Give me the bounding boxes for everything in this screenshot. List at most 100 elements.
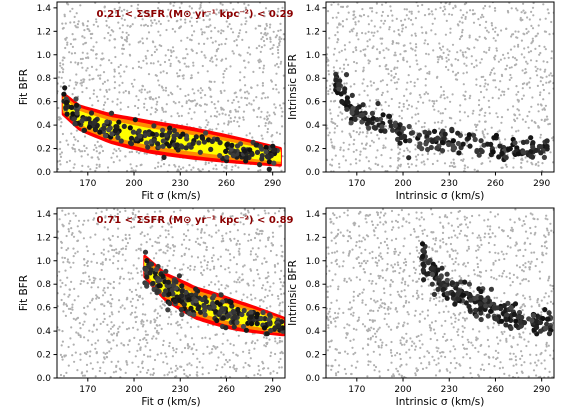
background-point bbox=[417, 294, 420, 297]
background-point bbox=[153, 321, 156, 324]
background-point bbox=[197, 89, 200, 92]
background-point bbox=[428, 246, 431, 249]
background-point bbox=[103, 95, 106, 98]
highlight-point bbox=[229, 142, 235, 148]
background-point bbox=[167, 223, 171, 226]
background-point bbox=[260, 31, 263, 35]
background-point bbox=[121, 52, 124, 55]
background-point bbox=[334, 325, 337, 328]
background-point bbox=[220, 29, 223, 32]
background-point bbox=[337, 228, 340, 231]
highlight-point bbox=[403, 138, 409, 144]
background-point bbox=[469, 9, 472, 12]
background-point bbox=[235, 367, 238, 370]
background-point bbox=[373, 299, 376, 302]
background-point bbox=[452, 249, 455, 252]
background-point bbox=[379, 242, 382, 245]
background-point bbox=[376, 223, 379, 226]
background-point bbox=[463, 311, 466, 314]
background-point bbox=[113, 208, 116, 211]
highlight-point bbox=[254, 314, 260, 320]
background-point bbox=[462, 13, 465, 17]
background-point bbox=[508, 334, 512, 337]
background-point bbox=[534, 65, 537, 68]
background-point bbox=[265, 260, 268, 263]
background-point bbox=[505, 340, 508, 343]
background-point bbox=[127, 343, 130, 346]
background-point bbox=[185, 48, 188, 51]
background-point bbox=[210, 235, 213, 238]
background-point bbox=[215, 368, 218, 371]
background-point bbox=[437, 121, 440, 124]
background-point bbox=[542, 98, 545, 101]
background-point bbox=[135, 165, 138, 168]
background-point bbox=[408, 274, 411, 278]
background-point bbox=[515, 130, 518, 133]
background-point bbox=[278, 38, 281, 41]
background-point bbox=[487, 241, 490, 245]
background-point bbox=[333, 213, 336, 217]
background-point bbox=[149, 355, 152, 358]
background-point bbox=[281, 250, 284, 253]
background-point bbox=[106, 351, 109, 354]
background-point bbox=[244, 208, 247, 211]
background-point bbox=[356, 360, 359, 363]
background-point bbox=[61, 256, 64, 259]
background-point bbox=[546, 8, 549, 11]
background-point bbox=[231, 215, 234, 218]
background-point bbox=[379, 80, 382, 83]
background-point bbox=[385, 47, 388, 50]
background-point bbox=[109, 244, 112, 247]
highlight-point bbox=[137, 133, 143, 139]
highlight-point bbox=[230, 153, 236, 159]
highlight-point bbox=[148, 261, 155, 267]
annotation-label: 0.21 < ΣSFR (M⊙ yr⁻¹ kpc⁻²) < 0.29 bbox=[96, 9, 293, 20]
background-point bbox=[549, 222, 552, 225]
background-point bbox=[550, 57, 553, 60]
background-point bbox=[67, 295, 70, 298]
background-point bbox=[336, 31, 339, 34]
background-point bbox=[118, 282, 121, 285]
background-point bbox=[270, 351, 273, 354]
background-point bbox=[229, 215, 232, 218]
background-point bbox=[485, 51, 488, 54]
highlight-point bbox=[179, 144, 185, 150]
background-point bbox=[467, 245, 470, 248]
background-point bbox=[118, 250, 121, 253]
background-point bbox=[82, 323, 85, 326]
background-point bbox=[348, 143, 351, 146]
background-point bbox=[192, 166, 195, 169]
background-point bbox=[374, 332, 377, 335]
background-point bbox=[203, 103, 207, 106]
background-point bbox=[544, 17, 547, 20]
background-point bbox=[79, 327, 82, 330]
background-point bbox=[385, 63, 388, 67]
background-point bbox=[62, 374, 66, 378]
background-point bbox=[130, 311, 134, 314]
background-point bbox=[500, 300, 503, 303]
background-point bbox=[227, 266, 230, 269]
background-point bbox=[218, 113, 221, 116]
background-point bbox=[252, 109, 255, 112]
background-point bbox=[75, 317, 78, 320]
background-point bbox=[457, 59, 460, 62]
highlight-point bbox=[387, 119, 393, 125]
background-point bbox=[367, 160, 370, 163]
background-point bbox=[206, 267, 209, 270]
background-point bbox=[487, 31, 490, 34]
background-point bbox=[197, 71, 200, 74]
background-point bbox=[277, 297, 280, 300]
highlight-point bbox=[388, 123, 394, 129]
background-point bbox=[158, 8, 161, 12]
background-point bbox=[352, 299, 355, 302]
highlight-point bbox=[166, 291, 172, 297]
highlight-point bbox=[352, 116, 358, 122]
background-point bbox=[223, 69, 226, 73]
background-point bbox=[72, 247, 75, 250]
background-point bbox=[539, 68, 542, 71]
background-point bbox=[61, 355, 64, 359]
background-point bbox=[263, 209, 266, 212]
background-point bbox=[398, 295, 401, 298]
background-point bbox=[444, 319, 447, 323]
background-point bbox=[106, 286, 109, 289]
